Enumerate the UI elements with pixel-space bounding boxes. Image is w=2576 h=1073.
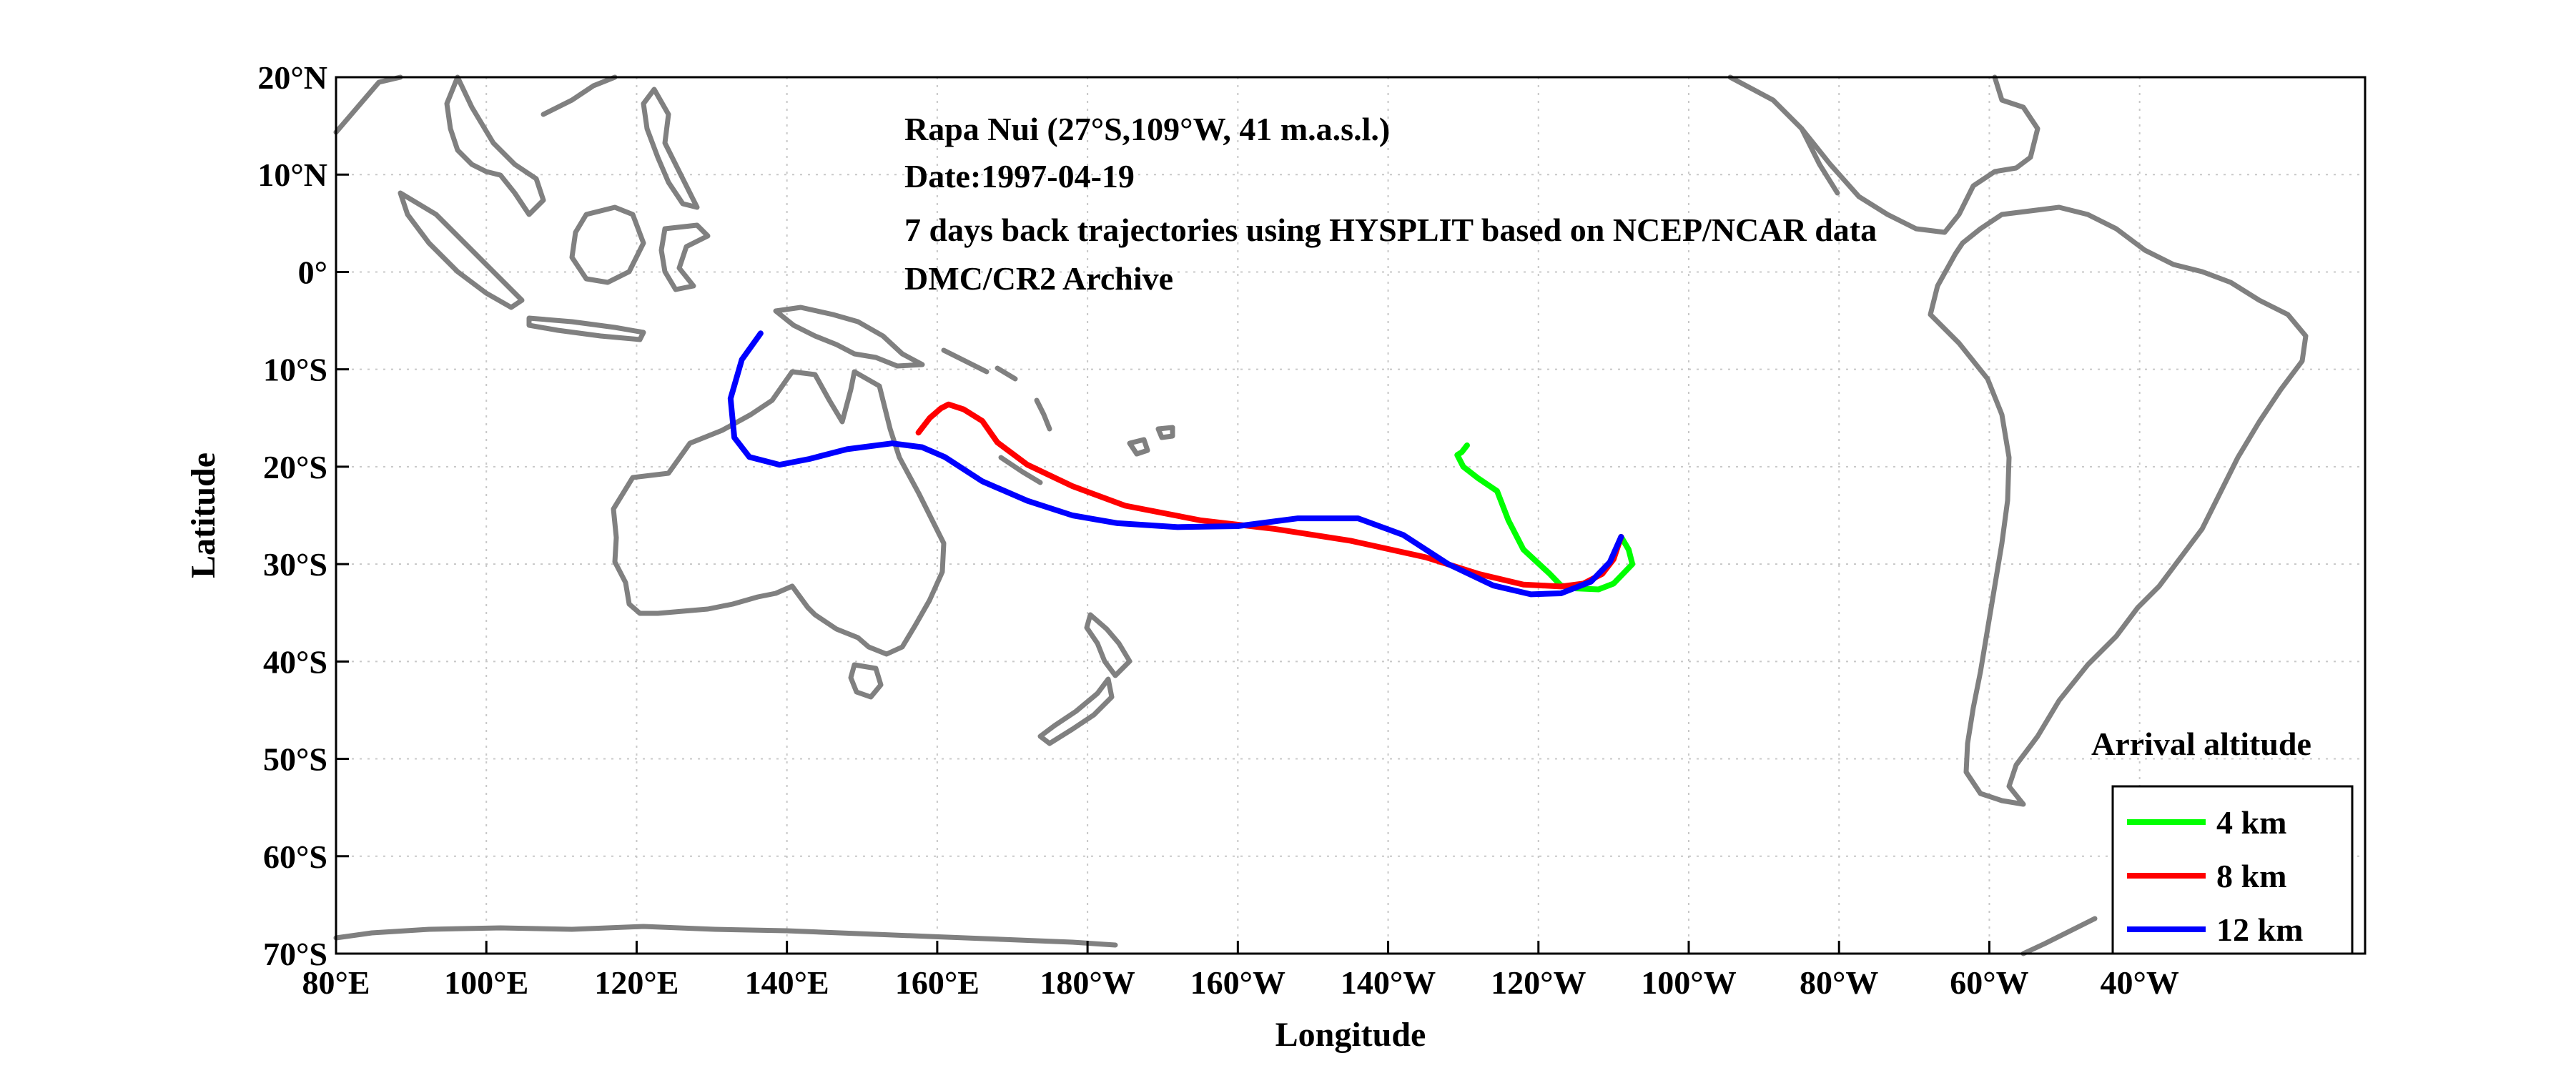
annotation-block: Rapa Nui (27°S,109°W, 41 m.a.s.l.) Date:… bbox=[904, 111, 1877, 297]
x-tick-label: 80°W bbox=[1800, 964, 1878, 1001]
y-tick-label: 0° bbox=[298, 254, 327, 290]
baja-california-coast bbox=[1799, 126, 1840, 196]
north-america-coast bbox=[1727, 74, 2040, 235]
x-tick-label: 100°E bbox=[444, 964, 528, 1001]
java-coast bbox=[526, 315, 646, 342]
plot-frame bbox=[335, 76, 2367, 955]
legend-label: 4 km bbox=[2216, 804, 2286, 841]
new-caledonia-coast bbox=[998, 455, 1043, 485]
borneo-coast bbox=[569, 204, 646, 285]
legend-box bbox=[2111, 785, 2354, 955]
trajectory-4-km bbox=[1454, 442, 1636, 593]
y-tick-label: 20°S bbox=[263, 449, 327, 485]
fiji-islands-coast bbox=[1127, 425, 1175, 457]
tasmania-coast bbox=[848, 662, 884, 700]
y-tick-label: 60°S bbox=[263, 839, 327, 875]
solomon-islands-coast bbox=[941, 347, 1018, 382]
legend-label: 8 km bbox=[2216, 858, 2286, 894]
philippines-coast bbox=[641, 86, 700, 210]
antarctica-coast bbox=[333, 924, 1118, 948]
x-tick-label: 180°W bbox=[1040, 964, 1135, 1001]
south-america-coast bbox=[1928, 204, 2309, 807]
legend-label: 12 km bbox=[2216, 911, 2303, 948]
y-tick-label: 70°S bbox=[263, 936, 327, 972]
x-tick-label: 140°W bbox=[1341, 964, 1436, 1001]
x-tick-label: 120°W bbox=[1491, 964, 1586, 1001]
land-outlines bbox=[333, 74, 2309, 956]
x-tick-label: 100°W bbox=[1641, 964, 1736, 1001]
new-zealand-north-island-coast bbox=[1084, 612, 1132, 678]
x-axis-label: Longitude bbox=[1275, 1016, 1426, 1054]
x-tick-label: 160°E bbox=[895, 964, 979, 1001]
trajectory-lines bbox=[727, 330, 1636, 598]
china-coast bbox=[541, 74, 618, 117]
x-tick-label: 80°E bbox=[302, 964, 370, 1001]
y-tick-label: 50°S bbox=[263, 741, 327, 778]
x-tick-label: 60°W bbox=[1950, 964, 2028, 1001]
y-axis-label: Latitude bbox=[184, 453, 222, 578]
new-guinea-coast bbox=[773, 305, 925, 369]
y-tick-label: 20°N bbox=[257, 59, 327, 96]
annotation-line-4: DMC/CR2 Archive bbox=[904, 260, 1173, 297]
sumatra-coast bbox=[398, 190, 525, 310]
trajectory-12-km bbox=[727, 330, 1624, 598]
asia-mainland-coast bbox=[333, 74, 546, 217]
legend-title: Arrival altitude bbox=[2091, 726, 2311, 762]
x-tick-labels: 80°E 100°E 120°E 140°E 160°E 180°W 160°W 140°W 1… bbox=[302, 941, 2179, 1001]
antarctic-peninsula-coast bbox=[2020, 916, 2098, 956]
y-tick-label: 10°S bbox=[263, 352, 327, 388]
australia-coast bbox=[611, 369, 947, 657]
y-tick-labels: 20°N 10°N 0° 10°S 20°S 30°S 40°S 50°S 60°S 70°S bbox=[257, 59, 349, 972]
x-tick-label: 160°W bbox=[1190, 964, 1285, 1001]
sulawesi-coast bbox=[658, 222, 711, 292]
x-tick-label: 40°W bbox=[2100, 964, 2178, 1001]
vanuatu-coast bbox=[1034, 397, 1052, 432]
x-tick-label: 120°E bbox=[594, 964, 678, 1001]
annotation-line-3: 7 days back trajectories using HYSPLIT b… bbox=[904, 212, 1877, 248]
y-tick-label: 10°N bbox=[257, 157, 327, 193]
y-tick-label: 30°S bbox=[263, 546, 327, 583]
legend: 4 km 8 km 12 km bbox=[2111, 785, 2354, 955]
new-zealand-south-island-coast bbox=[1037, 676, 1115, 746]
annotation-line-1: Rapa Nui (27°S,109°W, 41 m.a.s.l.) bbox=[904, 111, 1390, 147]
annotation-line-2: Date:1997-04-19 bbox=[904, 158, 1135, 194]
y-tick-label: 40°S bbox=[263, 643, 327, 680]
x-tick-label: 140°E bbox=[745, 964, 829, 1001]
plot-area bbox=[336, 77, 2365, 954]
